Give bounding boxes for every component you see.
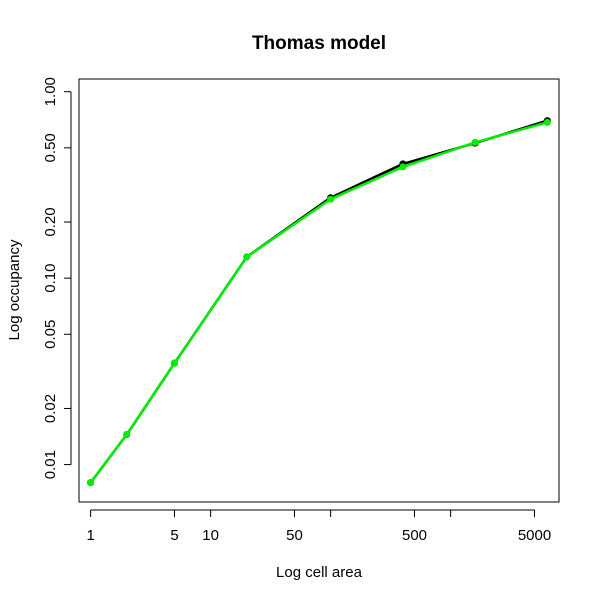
y-axis-label: Log occupancy xyxy=(6,239,23,340)
x-tick-label: 5 xyxy=(170,527,178,544)
x-tick-label: 5000 xyxy=(518,527,551,544)
y-tick-label: 0.01 xyxy=(42,450,59,479)
series-2-point xyxy=(471,138,479,146)
y-tick-label: 1.00 xyxy=(42,77,59,106)
y-tick-label: 0.02 xyxy=(42,394,59,423)
x-tick-label: 10 xyxy=(202,527,219,544)
chart-title: Thomas model xyxy=(252,33,386,54)
x-axis: 1 5 10 50 500 5000 xyxy=(86,509,551,544)
series-2-point xyxy=(243,253,251,261)
series-2-line xyxy=(89,121,548,484)
series-layer xyxy=(87,117,551,487)
series-2-point xyxy=(327,195,335,203)
y-tick-label: 0.05 xyxy=(42,320,59,349)
y-tick-label: 0.50 xyxy=(42,133,59,162)
plot-area xyxy=(78,78,560,503)
series-2-point xyxy=(123,431,131,439)
series-2-point xyxy=(543,118,551,126)
x-tick-label: 1 xyxy=(86,527,94,544)
y-tick-label: 0.10 xyxy=(42,264,59,293)
series-2-point xyxy=(87,479,95,487)
x-axis-label: Log cell area xyxy=(276,564,363,581)
x-tick-label: 50 xyxy=(286,527,303,544)
x-tick-label: 500 xyxy=(402,527,427,544)
y-axis: 0.01 0.02 0.05 0.10 0.20 0.50 1.00 xyxy=(42,77,72,479)
series-2-point xyxy=(171,359,179,367)
series-2-point xyxy=(399,163,407,171)
series-1-line xyxy=(89,119,548,484)
y-tick-label: 0.20 xyxy=(42,207,59,236)
